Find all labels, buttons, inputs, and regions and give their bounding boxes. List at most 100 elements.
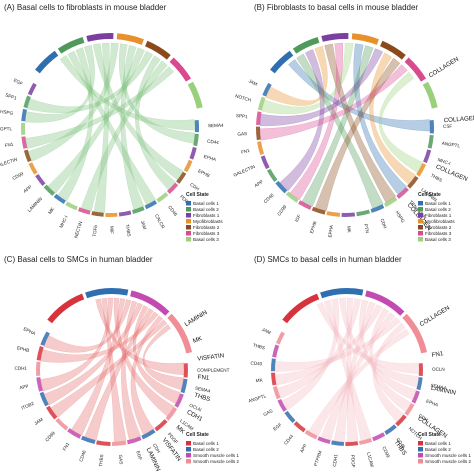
gene-arc (184, 363, 188, 377)
gene-label: EGF (272, 422, 283, 432)
sector-arc (321, 33, 348, 42)
legend-label: Basal cells 2 (425, 447, 451, 452)
gene-label: EPHB (309, 221, 318, 234)
panel-title: (B) Fibroblasts to basal cells in mouse … (254, 3, 418, 12)
gene-label: FN1 (62, 441, 71, 451)
gene-arc (272, 344, 279, 357)
legend-label: Basal cells 2 (425, 207, 451, 212)
gene-label: TGFb (92, 224, 99, 237)
gene-label: HSPG (395, 210, 406, 224)
legend-swatch (418, 447, 423, 452)
gene-label: HSPG (0, 109, 14, 116)
big-label: VISFATIN (197, 352, 225, 362)
gene-label: MHC-I (58, 215, 68, 229)
gene-label: NOTCH (235, 93, 252, 102)
legend-label: Basal cells 1 (193, 201, 219, 206)
legend-swatch (418, 213, 423, 218)
gene-arc (428, 135, 434, 149)
legend-swatch (186, 459, 191, 464)
gene-label: CD99 (381, 446, 391, 459)
gene-label: CD46 (78, 449, 87, 462)
big-label: COLLAGEN (419, 305, 451, 329)
chord-panel-4: (D) SMCs to basal cells in human bladder… (248, 255, 472, 468)
legend-swatch (418, 459, 423, 464)
legend: Cell StateBasal cells 1Basal cells 2Fibr… (186, 192, 223, 242)
gene-arc (342, 212, 356, 217)
sector-arc (423, 82, 438, 109)
gene-arc (28, 83, 37, 95)
legend-label: Myofibroblasts (193, 219, 223, 224)
legend-swatch (186, 225, 191, 230)
legend-swatch (186, 201, 191, 206)
gene-arc (55, 418, 68, 430)
gene-arc (35, 174, 45, 186)
gene-label: JAM (140, 220, 148, 230)
gene-arc (36, 362, 40, 376)
big-label: THBS (393, 439, 408, 457)
panel-title: (D) SMCs to basal cells in human bladder (254, 255, 402, 264)
gene-label: EPHA (327, 224, 334, 238)
legend-swatch (186, 231, 191, 236)
gene-label: CD40 (250, 361, 263, 367)
gene-label: FN1 (241, 148, 251, 155)
gene-arc (65, 202, 77, 211)
gene-arc (29, 162, 38, 174)
gene-label: SPP1 (5, 92, 18, 100)
legend-title: Cell State (418, 192, 441, 198)
gene-arc (430, 120, 434, 134)
legend-label: Fibroblasts 3 (193, 231, 220, 236)
legend-swatch (418, 219, 423, 224)
sector-arc (352, 33, 379, 45)
gene-label: THBS (430, 173, 443, 183)
legend-swatch (418, 225, 423, 230)
legend-label: Myofibroblasts (425, 219, 455, 224)
big-label: CDH1 (185, 409, 204, 424)
gene-label: ANGPTL (248, 393, 267, 403)
gene-arc (154, 419, 167, 431)
gene-arc (184, 160, 193, 173)
legend-label: Basal cells 1 (425, 201, 451, 206)
gene-arc (156, 192, 168, 202)
gene-label: MK (47, 206, 56, 215)
legend-label: Smooth muscle cells 2 (193, 459, 239, 464)
gene-label: GALECTIN (0, 157, 18, 169)
gene-label: EPHA (203, 154, 217, 163)
legend: Cell StateBasal cells 1Basal cells 2Smoo… (186, 432, 239, 464)
legend-swatch (186, 207, 191, 212)
legend-title: Cell State (186, 192, 209, 198)
big-label: FN1 (431, 350, 444, 359)
sector-arc (282, 294, 319, 324)
legend-label: Fibroblasts 2 (193, 225, 220, 230)
gene-label: ITGB2 (21, 401, 36, 411)
legend-label: Basal cells 1 (193, 441, 219, 446)
panel-title: (A) Basal cells to fibroblasts in mouse … (4, 3, 167, 12)
legend-swatch (418, 441, 423, 446)
gene-label: OCLN (432, 367, 445, 372)
gene-arc (261, 155, 270, 169)
legend-swatch (418, 201, 423, 206)
gene-label: THBS (252, 343, 265, 351)
legend-label: Fibroblasts 3 (425, 231, 452, 236)
legend-swatch (186, 219, 191, 224)
big-label: FN1 (197, 374, 210, 382)
gene-label: APP (22, 184, 32, 194)
gene-label: CDH (189, 182, 200, 192)
sector-arc (293, 37, 319, 54)
gene-arc (294, 421, 306, 432)
gene-label: GAS (237, 131, 247, 137)
gene-label: EGF (13, 78, 24, 87)
legend-swatch (186, 441, 191, 446)
gene-arc (384, 424, 396, 435)
gene-label: EPHB (16, 345, 29, 353)
legend-swatch (418, 453, 423, 458)
gene-label: CD46 (167, 205, 178, 218)
legend-label: Fibroblasts 1 (193, 213, 220, 218)
gene-label: MK (255, 377, 263, 383)
sector-arc (320, 288, 363, 298)
gene-label: L1CAM (366, 452, 375, 468)
panel-title: (C) Basal cells to SMCs in human bladder (4, 255, 153, 264)
legend-label: Fibroblasts 2 (425, 225, 452, 230)
gene-label: GALECTIN (233, 164, 256, 178)
gene-arc (189, 147, 196, 160)
